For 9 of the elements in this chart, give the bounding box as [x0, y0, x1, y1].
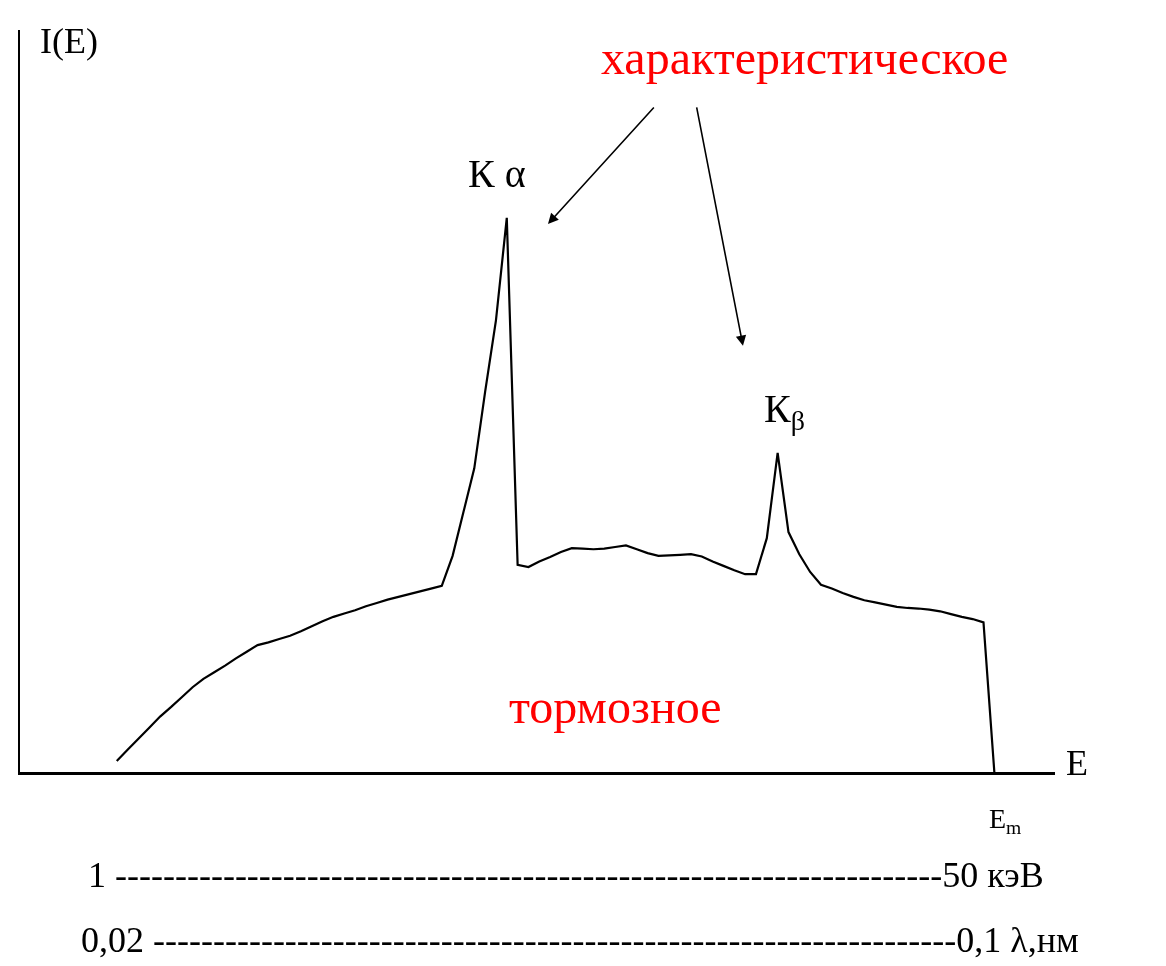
annotation: тормозное: [509, 680, 722, 733]
text: E$_{m}$: [989, 803, 1022, 838]
text: 1 ---------------------------------------------------------------------50 кэВ: [88, 855, 1044, 895]
x-axis-title: E: [1066, 743, 1088, 783]
text: К α: [468, 151, 526, 196]
y-axis-title: I(E): [40, 21, 98, 61]
annotation: К$_{β}$: [764, 386, 805, 437]
text: 0,02 -------------------------------------------------------------------0,1 λ,нм: [81, 920, 1079, 960]
text: характеристическое: [601, 31, 1009, 84]
